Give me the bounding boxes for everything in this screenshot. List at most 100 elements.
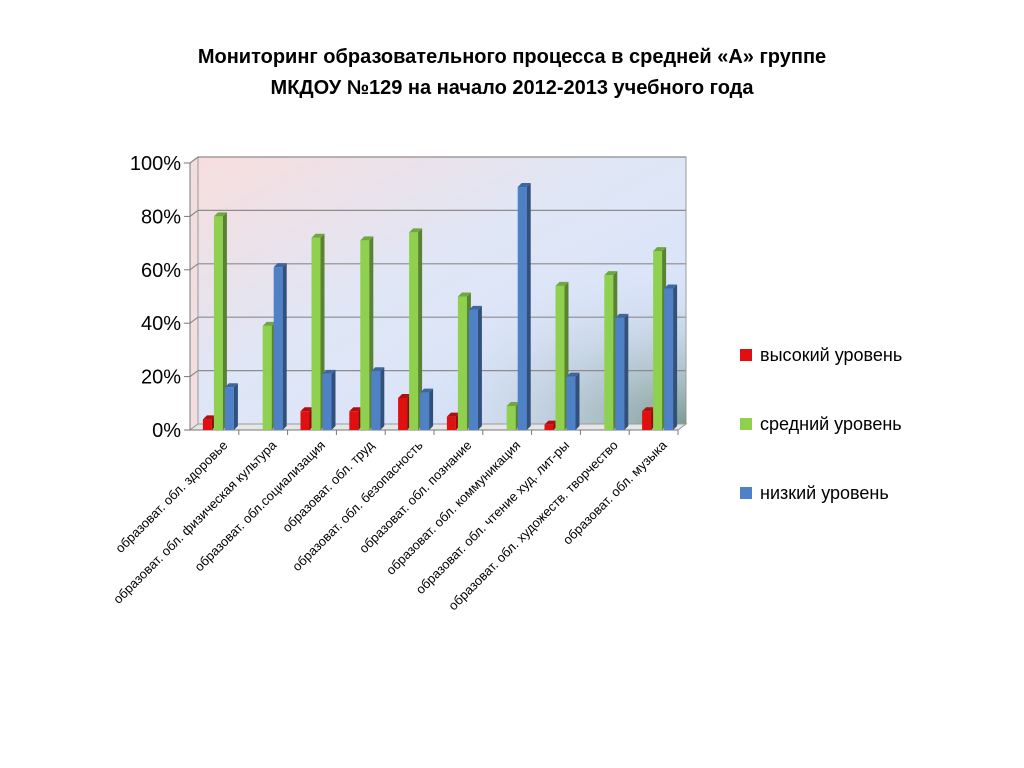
bar-front xyxy=(604,275,614,430)
x-category-label: образоват. обл. художеств. творчество xyxy=(445,438,621,614)
legend-swatch-medium xyxy=(740,418,752,430)
y-tick-label: 60% xyxy=(141,260,181,282)
bar xyxy=(224,383,238,430)
chart-title-line-1: Мониторинг образовательного процесса в с… xyxy=(197,46,827,68)
legend-swatch-low xyxy=(740,487,752,499)
bar xyxy=(213,212,227,430)
legend: высокий уровень средний уровень низкий у… xyxy=(740,338,902,545)
bar-side xyxy=(477,305,482,430)
bar-front xyxy=(615,317,625,430)
bar-front xyxy=(420,392,430,430)
bar-side xyxy=(233,383,238,430)
bar-front xyxy=(409,232,419,430)
bar xyxy=(420,388,434,430)
chart-title: Мониторинг образовательного процесса в с… xyxy=(0,42,1024,104)
bar-front xyxy=(566,376,576,430)
bar-front xyxy=(262,325,272,430)
bar-top xyxy=(457,292,471,297)
bar-top xyxy=(615,313,629,318)
bar-top xyxy=(544,420,558,425)
bar-side xyxy=(331,369,336,430)
bar-side xyxy=(673,284,678,430)
bar-top xyxy=(653,247,667,252)
bar-front xyxy=(398,397,408,430)
bar-top xyxy=(409,228,423,233)
bar-front xyxy=(371,371,381,430)
bar-side xyxy=(575,372,580,430)
chart-title-line-2: МКДОУ №129 на начало 2012-2013 учебного … xyxy=(270,77,754,99)
bar-front xyxy=(202,419,212,430)
bar-front xyxy=(322,373,332,430)
bar xyxy=(322,369,336,430)
chart-side-wall xyxy=(189,156,199,431)
bar-front xyxy=(653,251,663,430)
bar-top xyxy=(322,369,336,374)
bar-top xyxy=(262,321,276,326)
legend-swatch-high xyxy=(740,349,752,361)
bar xyxy=(468,305,482,430)
bar-top xyxy=(506,401,520,406)
y-tick-label: 20% xyxy=(141,367,181,389)
bar-front xyxy=(300,411,310,430)
bar-top xyxy=(468,305,482,310)
y-tick-label: 100% xyxy=(130,153,181,175)
bar xyxy=(371,367,385,430)
y-tick-label: 80% xyxy=(141,206,181,228)
bar-top xyxy=(517,183,531,188)
bar-side xyxy=(624,313,629,430)
legend-item-medium: средний уровень xyxy=(740,407,902,441)
bar-top xyxy=(420,388,434,393)
bar-side xyxy=(526,183,531,430)
bar-front xyxy=(349,411,359,430)
bar-front xyxy=(213,216,223,430)
bar-side xyxy=(418,228,423,430)
bar-side xyxy=(282,263,287,430)
bar-front xyxy=(468,309,478,430)
legend-item-low: низкий уровень xyxy=(740,476,902,510)
bar-top xyxy=(371,367,385,372)
bar-top xyxy=(273,263,287,268)
legend-label-low: низкий уровень xyxy=(760,482,889,503)
bar-front xyxy=(311,237,321,430)
bar xyxy=(273,263,287,430)
bar-front xyxy=(506,405,516,430)
bar-top xyxy=(224,383,238,388)
legend-item-high: высокий уровень xyxy=(740,338,902,372)
bar-top xyxy=(566,372,580,377)
bar-top xyxy=(311,233,325,238)
bar-front xyxy=(360,240,370,430)
gridline xyxy=(189,156,686,164)
bar-front xyxy=(517,187,527,430)
bar-top xyxy=(349,407,363,412)
x-category-label: образоват. обл. труд xyxy=(279,437,377,535)
bar-top xyxy=(555,281,569,286)
bar-side xyxy=(429,388,434,430)
bar-front xyxy=(457,296,467,430)
bar-top xyxy=(398,393,412,398)
bar xyxy=(409,228,423,430)
bar-top xyxy=(213,212,227,217)
bar-front xyxy=(664,288,674,430)
bar-top xyxy=(300,407,314,412)
bar-top xyxy=(202,415,216,420)
bar-side xyxy=(380,367,385,430)
bar-front xyxy=(446,416,456,430)
bar-top xyxy=(664,284,678,289)
bar-front xyxy=(544,424,554,430)
bar-front xyxy=(555,285,565,430)
bar-front xyxy=(224,387,234,430)
bar xyxy=(566,372,580,430)
bar xyxy=(664,284,678,430)
bar xyxy=(517,183,531,430)
bar-top xyxy=(642,407,656,412)
y-tick-label: 0% xyxy=(152,420,181,442)
legend-label-high: высокий уровень xyxy=(760,344,903,365)
bar-top xyxy=(360,236,374,241)
bar-side xyxy=(222,212,227,430)
bar-top xyxy=(604,271,618,276)
bar xyxy=(615,313,629,430)
y-tick-label: 40% xyxy=(141,313,181,335)
bar-front xyxy=(642,411,652,430)
bar-front xyxy=(273,267,283,430)
